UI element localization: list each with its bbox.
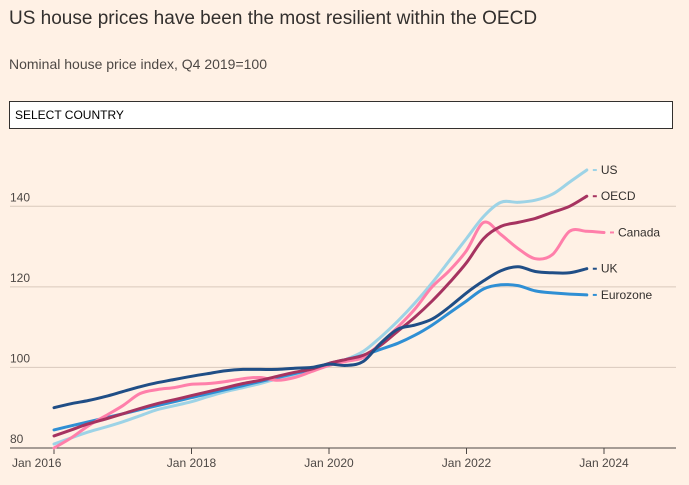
x-tick-label-4: Jan 2024 [579,456,629,470]
series-label-oecd: OECD [601,189,636,203]
series-label-uk: UK [601,262,618,276]
chart-title: US house prices have been the most resil… [9,8,538,29]
series-line-uk [52,265,589,410]
chart-subtitle: Nominal house price index, Q4 2019=100 [9,56,268,72]
series-label-eurozone: Eurozone [601,288,653,302]
series-label-us: US [601,163,618,177]
select-country-dropdown[interactable]: SELECT COUNTRY [9,101,673,129]
x-tick-label-0: Jan 2016 [12,456,62,470]
x-tick-label-2: Jan 2020 [304,456,354,470]
y-tick-label-100: 100 [10,351,30,365]
y-axis-ticks: 80 100 120 140 [10,190,30,446]
series-line-eurozone [52,283,589,432]
grid-lines [10,205,676,449]
series-labels: US OECD Canada UK Eurozone [592,163,660,302]
series-line-oecd [52,194,589,438]
y-tick-label-80: 80 [10,432,24,446]
x-axis: Jan 2016 Jan 2018 Jan 2020 Jan 2022 Jan 2024 [12,448,629,470]
x-tick-label-1: Jan 2018 [167,456,217,470]
series-lines [52,168,606,450]
y-tick-label-140: 140 [10,190,30,204]
series-label-canada: Canada [618,225,660,239]
x-tick-label-3: Jan 2022 [442,456,492,470]
series-line-canada [52,220,606,450]
y-tick-label-120: 120 [10,271,30,285]
series-line-us [52,168,589,446]
